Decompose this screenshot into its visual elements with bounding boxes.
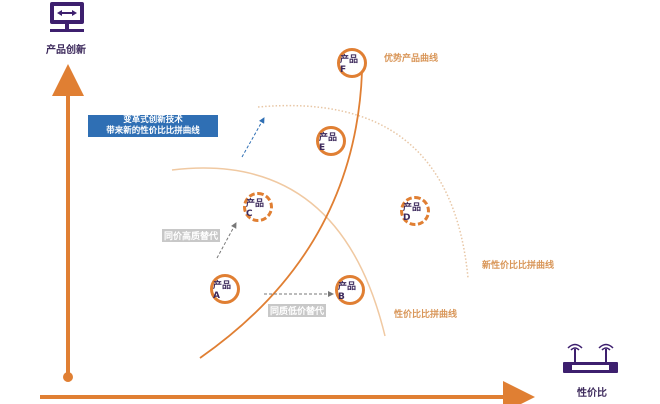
router-icon (563, 343, 618, 373)
product-a: 产品A (210, 274, 240, 304)
product-e: 产品E (316, 126, 346, 156)
x-axis-label: 性价比 (577, 388, 607, 399)
product-d: 产品D (400, 196, 430, 226)
origin-dot (63, 372, 73, 382)
advantage-curve (199, 71, 363, 359)
monitor-arrows-icon (50, 2, 84, 32)
comparison-curve-label: 性价比比拼曲线 (394, 310, 458, 320)
same-price-label: 同价高质替代 (162, 229, 221, 242)
product-b: 产品B (335, 275, 365, 305)
comparison-curve (171, 167, 386, 337)
product-f: 产品F (337, 48, 367, 78)
y-axis-label: 产品创新 (46, 45, 86, 56)
new-comparison-curve-label: 新性价比比拼曲线 (482, 261, 555, 271)
new-comparison-curve (257, 104, 469, 279)
callout-line-1: 变革式创新技术 (123, 115, 183, 125)
callout-line-2: 带来新的性价比比拼曲线 (106, 126, 200, 136)
arrow-a-to-c (216, 222, 237, 259)
arrow-innovation (241, 117, 265, 158)
advantage-curve-label: 优势产品曲线 (384, 54, 439, 64)
product-c: 产品C (243, 192, 273, 222)
same-quality-label: 同质低价替代 (268, 304, 327, 317)
innovation-callout: 变革式创新技术 带来新的性价比比拼曲线 (88, 115, 218, 137)
